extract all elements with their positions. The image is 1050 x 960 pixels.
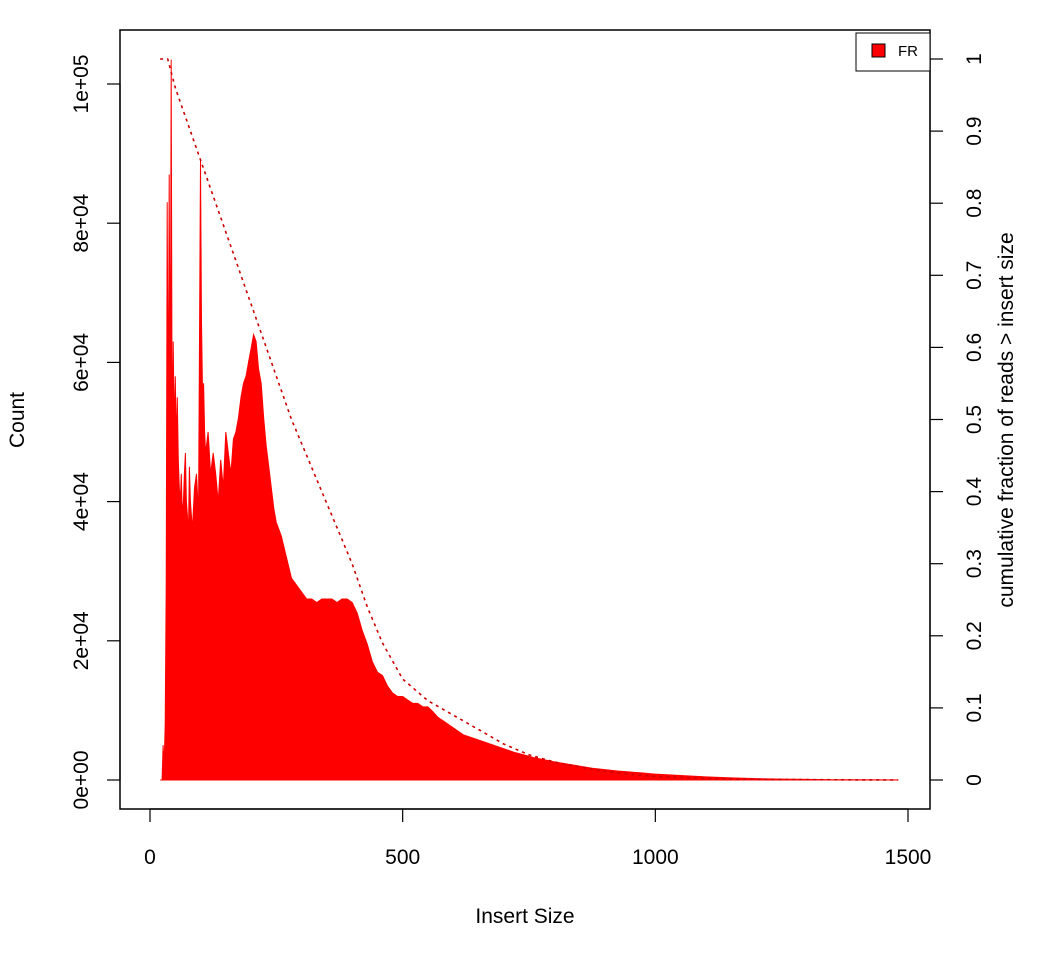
- y2-tick-label: 0: [963, 774, 986, 786]
- y2-tick-label: 0.6: [963, 333, 986, 362]
- y2-axis-title: cumulative fraction of reads > insert si…: [995, 232, 1018, 607]
- y2-tick-label: 0.1: [963, 693, 986, 722]
- y-tick-label: 6e+04: [70, 333, 93, 392]
- legend-box: [855, 32, 931, 72]
- x-tick-label: 500: [385, 846, 420, 869]
- y2-tick-label: 0.3: [963, 549, 986, 578]
- x-axis-title: Insert Size: [475, 905, 574, 928]
- legend: FR: [855, 32, 931, 72]
- y-tick-label: 2e+04: [70, 611, 93, 670]
- series-fr-histogram: [160, 59, 899, 781]
- legend-swatch-fr: [871, 43, 886, 58]
- y-axis-title: Count: [6, 392, 29, 448]
- y2-tick-label: 0.8: [963, 189, 986, 218]
- x-tick-label: 1500: [885, 846, 932, 869]
- y2-tick-label: 1: [963, 53, 986, 65]
- y-tick-label: 8e+04: [70, 193, 93, 252]
- y-tick-label: 0e+00: [70, 751, 93, 810]
- y-axis: 0e+00 2e+04 4e+04 6e+04 8e+04 1e+05: [70, 55, 121, 810]
- x-tick-label: 1000: [632, 846, 679, 869]
- y2-tick-label: 0.9: [963, 116, 986, 145]
- y2-tick-label: 0.4: [963, 477, 986, 507]
- y2-axis-right: 0 0.1 0.2 0.3 0.4 0.5 0.6 0.7 0.8 0.9 1: [929, 53, 986, 786]
- y-tick-label: 1e+05: [70, 55, 93, 114]
- y2-tick-label: 0.5: [963, 405, 986, 434]
- series-cumulative-fraction: [160, 58, 898, 781]
- x-tick-label: 0: [144, 846, 156, 869]
- series-layer: [160, 58, 899, 781]
- legend-label-fr: FR: [898, 43, 918, 60]
- y2-tick-label: 0.2: [963, 621, 986, 650]
- y-tick-label: 4e+04: [70, 472, 93, 531]
- x-axis: 0 500 1000 1500: [144, 808, 932, 869]
- y2-tick-label: 0.7: [963, 261, 986, 290]
